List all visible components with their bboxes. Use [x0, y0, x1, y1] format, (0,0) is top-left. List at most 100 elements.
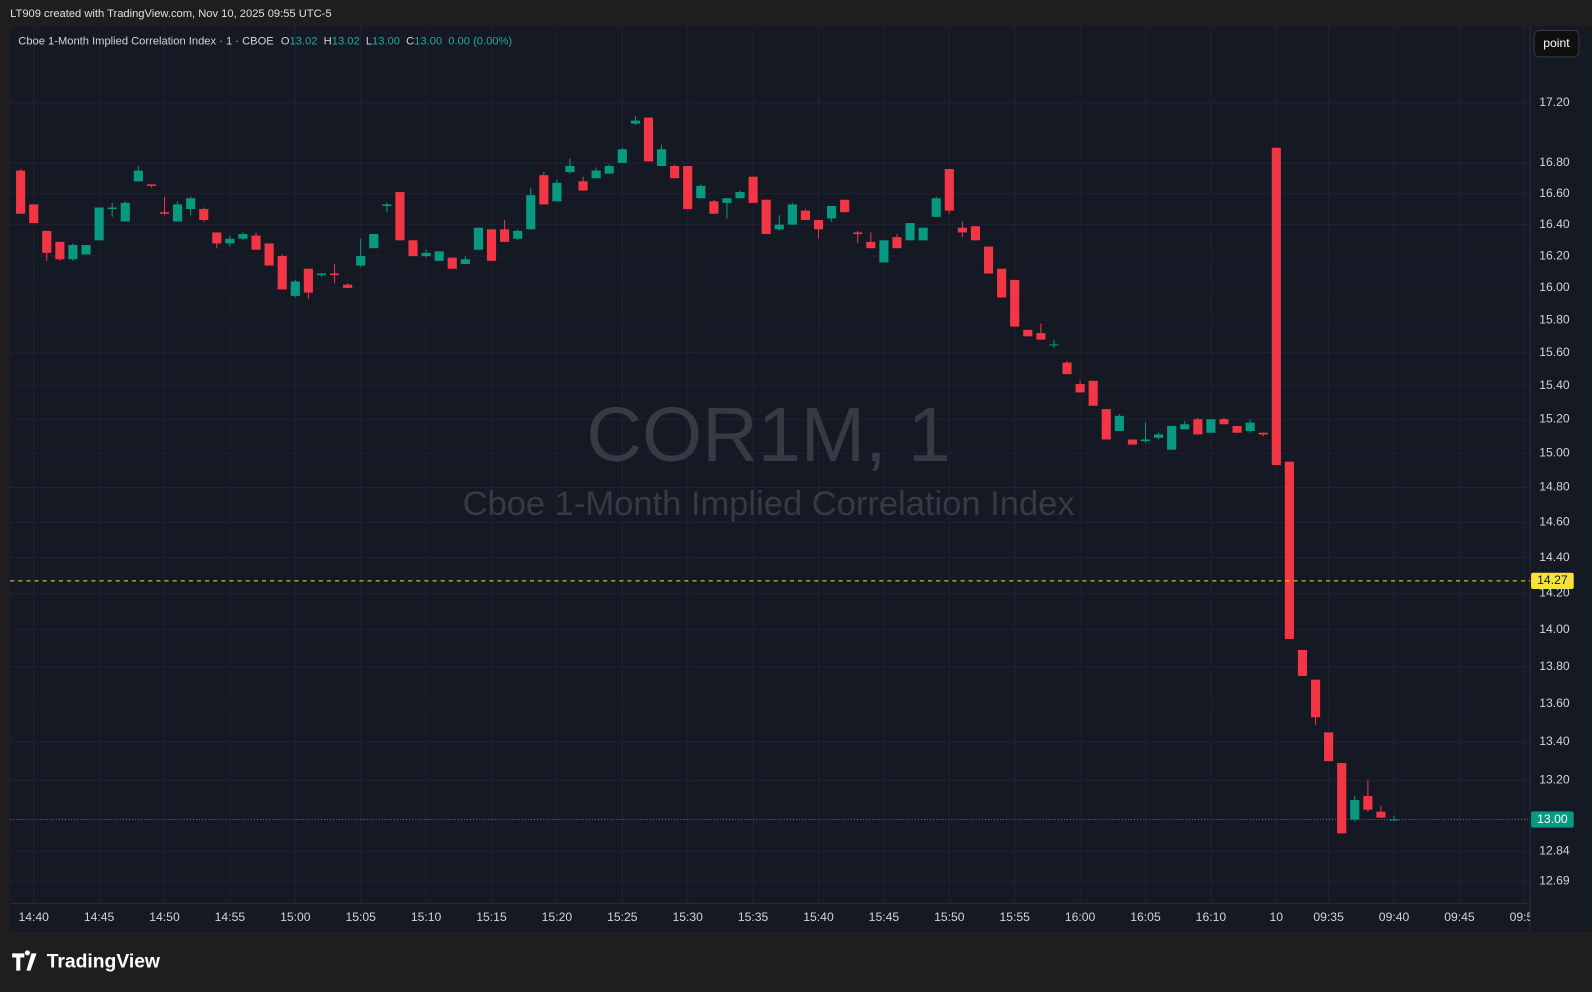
candle-body	[630, 120, 640, 124]
legend-close: 13.00	[414, 36, 442, 48]
candle-body	[683, 165, 693, 210]
candle-body	[905, 223, 915, 241]
candle-body	[1219, 419, 1229, 425]
legend-close-label: C	[406, 36, 414, 48]
candle-body	[1036, 333, 1046, 340]
candle-body	[1010, 279, 1020, 327]
candle-body	[42, 230, 52, 253]
candle-body	[225, 238, 235, 244]
y-tick-label: 15.00	[1539, 445, 1570, 459]
watermark-subtitle: Cboe 1-Month Implied Correlation Index	[463, 485, 1075, 523]
button-bg[interactable]	[1533, 29, 1580, 58]
candle-body	[1297, 649, 1308, 676]
candle-body	[356, 256, 366, 266]
candle-body	[251, 235, 261, 250]
x-tick-label: 09:45	[1444, 910, 1475, 924]
legend-low: 13.00	[372, 36, 400, 48]
brand-name: TradingView	[47, 952, 161, 973]
candle-body	[55, 241, 65, 260]
y-tick-label: 15.40	[1539, 378, 1570, 392]
candle-body	[1258, 432, 1268, 435]
candle-body	[879, 240, 889, 263]
candle-body	[970, 226, 981, 241]
candle-body	[1075, 384, 1085, 393]
y-tick-label: 12.84	[1539, 843, 1570, 857]
candle-body	[656, 149, 667, 166]
candle-body	[1180, 424, 1190, 430]
candle-body	[434, 251, 444, 261]
candle-body	[578, 181, 588, 191]
candle-body	[983, 246, 994, 274]
candle-body	[486, 229, 497, 261]
candle-body	[709, 201, 719, 214]
candle-body	[1363, 796, 1373, 810]
x-tick-label: 14:55	[215, 910, 246, 924]
candle-body	[421, 252, 431, 257]
candle-body	[29, 204, 39, 224]
candle-body	[1023, 329, 1033, 337]
candle-body	[696, 185, 706, 199]
candle-body	[748, 176, 758, 203]
legend-low-label: L	[366, 36, 372, 48]
y-tick-label: 12.69	[1539, 874, 1570, 888]
candle-body	[1271, 147, 1281, 466]
candle-body	[1062, 362, 1072, 375]
x-tick-label: 15:40	[803, 910, 834, 924]
candle-body	[447, 257, 457, 269]
candle-body	[722, 198, 732, 203]
price-lines: 14.27 13.00	[10, 572, 1574, 828]
candle-body	[1284, 461, 1294, 639]
x-tick-label: 15:45	[869, 910, 900, 924]
legend-change: 0.00 (0.00%)	[448, 36, 512, 48]
x-tick-label: 09:40	[1379, 910, 1410, 924]
candle-body	[800, 210, 810, 220]
candle-body	[473, 227, 483, 250]
candle-body	[500, 229, 510, 242]
x-tick-label: 16:05	[1130, 910, 1161, 924]
y-tick-label: 16.20	[1539, 248, 1570, 262]
candle-body	[460, 259, 470, 264]
button-label[interactable]: point	[1543, 36, 1570, 50]
candle-body	[827, 205, 837, 219]
candle-body	[944, 169, 954, 211]
x-tick-label: 15:05	[345, 910, 376, 924]
candle-body	[316, 273, 327, 276]
candle-body	[107, 207, 117, 210]
candle-body	[787, 204, 797, 225]
point-button[interactable]: point	[1533, 29, 1580, 58]
candle-body	[591, 170, 601, 179]
candle-body	[343, 284, 353, 288]
candle-body	[238, 234, 248, 239]
top-caption: LT909 created with TradingView.com, Nov …	[10, 8, 331, 20]
candle-body	[539, 175, 549, 205]
price-label: 14.27	[1537, 573, 1568, 587]
candle-body	[1114, 415, 1124, 432]
candle-body	[382, 204, 392, 206]
logo-icon	[12, 950, 37, 971]
candle-body	[918, 227, 928, 241]
candle-body	[68, 245, 78, 260]
candles	[16, 116, 1399, 834]
x-tick-label: 14:50	[149, 910, 180, 924]
y-tick-label: 14.60	[1539, 515, 1570, 529]
candle-body	[1350, 799, 1360, 820]
x-tick-label: 09:35	[1313, 910, 1344, 924]
candle-body	[199, 209, 209, 220]
candle-body	[1154, 434, 1164, 438]
candle-body	[617, 149, 627, 163]
watermark-title: COR1M, 1	[586, 392, 950, 478]
candle-body	[1140, 439, 1151, 442]
candle-body	[774, 224, 784, 230]
legend-high: 13.02	[332, 36, 360, 48]
candle-body	[159, 212, 170, 214]
legend-open-label: O	[281, 36, 290, 48]
candle-body	[735, 192, 745, 199]
x-tick-label: 15:55	[999, 910, 1030, 924]
y-tick-label: 16.00	[1539, 280, 1570, 294]
candle-body	[1088, 380, 1098, 406]
candle-body	[173, 204, 183, 222]
candle-body	[813, 219, 824, 230]
y-tick-label: 15.60	[1539, 345, 1570, 359]
